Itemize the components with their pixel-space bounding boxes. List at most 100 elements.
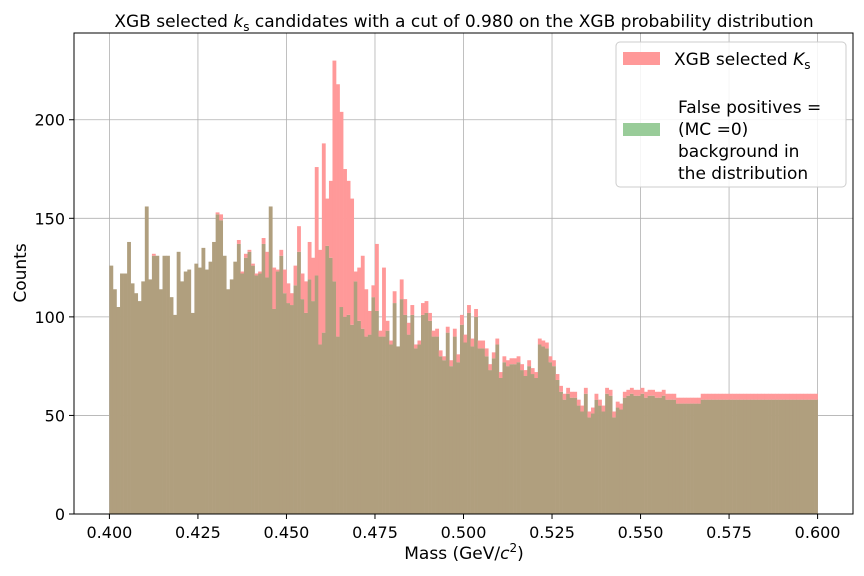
histogram-bar-overlap	[704, 399, 709, 514]
histogram-bar-xgb-selected	[814, 393, 818, 400]
histogram-bar-overlap	[725, 399, 730, 514]
histogram-bar-xgb-selected	[289, 293, 294, 306]
histogram-bar-overlap	[112, 289, 117, 514]
histogram-bar-overlap	[644, 397, 648, 514]
histogram-bar-overlap	[194, 263, 199, 514]
histogram-bar-overlap	[477, 348, 482, 514]
histogram-bar-overlap	[318, 344, 323, 514]
histogram-bar-xgb-selected	[693, 397, 698, 404]
histogram-bar-overlap	[675, 403, 680, 514]
histogram-bar-overlap	[729, 399, 733, 514]
histogram-bar-xgb-selected	[714, 393, 719, 400]
histogram-bar-xgb-selected	[304, 281, 308, 313]
histogram-bar-overlap	[272, 308, 277, 514]
histogram-bar-overlap	[806, 399, 811, 514]
histogram-bar-overlap	[481, 348, 486, 514]
histogram-bar-xgb-selected	[555, 374, 560, 380]
histogram-bar-overlap	[739, 399, 744, 514]
histogram-bar-overlap	[205, 269, 209, 514]
histogram-bar-overlap	[289, 305, 294, 514]
histogram-bar-overlap	[219, 220, 224, 514]
histogram-bar-overlap	[498, 377, 503, 514]
histogram-bar-overlap	[647, 395, 652, 514]
histogram-bar-overlap	[367, 334, 372, 514]
histogram-bar-overlap	[399, 299, 404, 514]
histogram-bar-xgb-selected	[318, 249, 323, 345]
histogram-bar-overlap	[488, 370, 493, 514]
histogram-bar-overlap	[530, 374, 535, 514]
histogram-bar-overlap	[502, 362, 507, 514]
y-tick-label: 150	[34, 209, 65, 228]
x-tick-label: 0.400	[87, 523, 133, 542]
histogram-bar-xgb-selected	[346, 180, 351, 315]
histogram-bar-xgb-selected	[622, 391, 627, 398]
histogram-bar-overlap	[590, 413, 595, 514]
histogram-bar-xgb-selected	[445, 326, 450, 333]
histogram-bar-overlap	[583, 393, 588, 514]
histogram-bar-xgb-selected	[590, 407, 595, 414]
histogram-bar-xgb-selected	[612, 411, 617, 418]
histogram-bar-xgb-selected	[321, 143, 326, 333]
x-tick-label: 0.475	[352, 523, 398, 542]
histogram-bar-xgb-selected	[467, 305, 471, 313]
histogram-bar-xgb-selected	[633, 389, 638, 396]
histogram-bar-overlap	[371, 297, 376, 514]
histogram-bar-xgb-selected	[279, 249, 284, 256]
histogram-bar-overlap	[569, 397, 574, 514]
chart-title: XGB selected ks candidates with a cut of…	[114, 12, 813, 34]
histogram-bar-overlap	[789, 399, 794, 514]
histogram-bar-overlap	[785, 399, 790, 514]
histogram-bar-xgb-selected	[697, 397, 702, 404]
histogram-bar-overlap	[700, 399, 705, 514]
histogram-bar-xgb-selected	[566, 387, 571, 394]
histogram-bar-overlap	[491, 358, 496, 514]
histogram-bar-overlap	[679, 403, 684, 514]
histogram-bar-overlap	[127, 241, 131, 514]
histogram-bar-overlap	[714, 399, 719, 514]
histogram-bar-overlap	[328, 257, 333, 514]
histogram-bar-overlap	[690, 403, 694, 514]
histogram-bar-xgb-selected	[371, 285, 376, 298]
histogram-bar-xgb-selected	[421, 303, 425, 315]
histogram-bar-overlap	[424, 312, 429, 514]
histogram-bar-overlap	[258, 273, 262, 514]
histogram-bar-overlap	[552, 366, 556, 514]
x-tick-label: 0.450	[264, 523, 310, 542]
histogram-bar-xgb-selected	[413, 344, 418, 349]
histogram-bar-xgb-selected	[215, 212, 220, 215]
x-tick-label: 0.425	[175, 523, 221, 542]
histogram-bar-xgb-selected	[725, 393, 730, 400]
histogram-bar-xgb-selected	[658, 391, 663, 398]
histogram-bar-overlap	[389, 344, 393, 514]
histogram-bar-overlap	[300, 299, 305, 514]
histogram-bar-xgb-selected	[353, 271, 358, 282]
histogram-bar-xgb-selected	[675, 397, 680, 404]
histogram-bar-overlap	[212, 241, 216, 514]
histogram-bar-overlap	[637, 395, 641, 514]
histogram-bar-overlap	[197, 267, 202, 514]
histogram-bar-xgb-selected	[792, 393, 797, 400]
histogram-bar-overlap	[505, 366, 510, 514]
histogram-bar-overlap	[587, 417, 592, 514]
y-tick-label: 50	[45, 406, 65, 425]
histogram-bar-overlap	[148, 279, 153, 514]
histogram-bar-xgb-selected	[683, 397, 687, 404]
histogram-bar-xgb-selected	[343, 169, 347, 317]
histogram-bar-xgb-selected	[509, 358, 514, 365]
histogram-bar-overlap	[169, 297, 174, 514]
histogram-bar-xgb-selected	[424, 301, 429, 313]
histogram-bar-overlap	[222, 255, 227, 515]
histogram-bar-overlap	[495, 344, 500, 514]
histogram-bar-xgb-selected	[243, 253, 248, 258]
histogram-bar-xgb-selected	[314, 167, 319, 276]
histogram-bar-overlap	[732, 399, 737, 514]
histogram-bar-overlap	[658, 397, 663, 514]
histogram-bar-xgb-selected	[746, 393, 751, 400]
histogram-bar-overlap	[566, 393, 571, 514]
histogram-bar-xgb-selected	[760, 393, 765, 400]
histogram-bar-xgb-selected	[587, 411, 592, 418]
histogram-bar-xgb-selected	[640, 387, 645, 394]
histogram-bar-overlap	[233, 261, 238, 514]
histogram-bar-overlap	[697, 403, 702, 514]
histogram-bar-xgb-selected	[605, 387, 609, 394]
